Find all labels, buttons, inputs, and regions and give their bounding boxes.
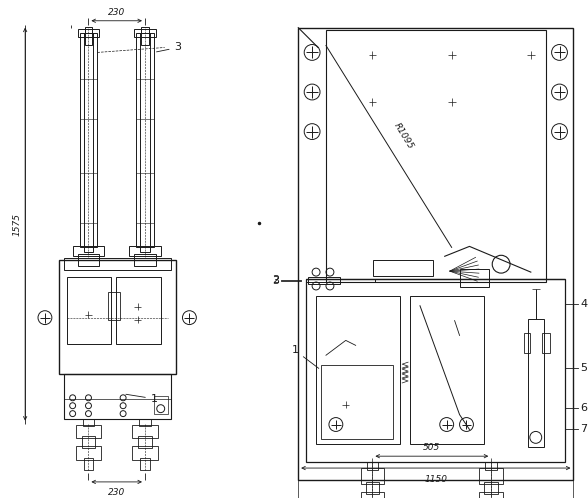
Bar xyxy=(306,279,566,462)
Bar xyxy=(139,418,151,426)
Text: 3: 3 xyxy=(156,43,182,53)
Bar xyxy=(316,296,400,444)
Bar xyxy=(132,446,158,460)
Bar xyxy=(108,292,120,320)
Bar xyxy=(78,255,99,266)
Text: R1095: R1095 xyxy=(392,122,415,151)
Text: 4: 4 xyxy=(580,299,587,309)
Text: 3: 3 xyxy=(272,276,279,286)
Bar xyxy=(140,33,150,253)
Bar xyxy=(134,255,156,266)
Bar xyxy=(360,492,385,501)
Bar xyxy=(85,27,92,45)
Bar xyxy=(76,446,101,460)
Bar xyxy=(141,27,149,45)
Bar xyxy=(321,365,393,439)
Bar xyxy=(83,33,93,253)
Bar xyxy=(308,277,340,284)
Bar xyxy=(326,30,546,282)
Text: 230: 230 xyxy=(108,8,125,17)
Text: 5: 5 xyxy=(580,363,587,373)
Bar xyxy=(479,468,503,484)
Text: 2: 2 xyxy=(272,276,279,286)
Bar xyxy=(136,33,154,247)
Bar xyxy=(528,319,544,447)
Bar xyxy=(366,462,379,470)
Bar xyxy=(76,424,101,438)
Bar xyxy=(460,269,489,287)
Bar xyxy=(132,424,158,438)
Bar xyxy=(83,458,93,470)
Bar xyxy=(82,418,95,426)
Bar xyxy=(129,246,161,257)
Bar xyxy=(66,277,111,344)
Bar xyxy=(78,29,99,37)
Text: 1575: 1575 xyxy=(13,212,22,235)
Bar xyxy=(366,482,379,494)
Bar xyxy=(134,29,156,37)
Bar xyxy=(64,258,171,270)
Bar xyxy=(542,334,550,353)
Bar xyxy=(306,279,376,282)
Text: 505: 505 xyxy=(423,443,440,452)
Bar xyxy=(373,260,433,276)
Bar xyxy=(79,33,98,247)
Bar xyxy=(410,296,485,444)
Bar xyxy=(298,28,573,480)
Bar xyxy=(479,492,503,501)
Text: 1: 1 xyxy=(126,394,158,404)
Bar xyxy=(360,468,385,484)
Bar xyxy=(64,374,171,418)
Bar xyxy=(73,246,104,257)
Bar xyxy=(59,260,176,374)
Text: 6: 6 xyxy=(580,403,587,413)
Bar xyxy=(140,458,150,470)
Bar xyxy=(116,277,161,344)
Text: 7: 7 xyxy=(580,424,587,434)
Bar xyxy=(485,462,497,470)
Bar xyxy=(82,436,95,448)
Text: 230: 230 xyxy=(108,488,125,497)
Bar xyxy=(524,334,530,353)
Bar xyxy=(138,436,152,448)
Bar xyxy=(485,482,498,494)
Bar xyxy=(154,396,168,414)
Text: 1: 1 xyxy=(291,345,319,368)
Text: 1150: 1150 xyxy=(425,475,447,484)
